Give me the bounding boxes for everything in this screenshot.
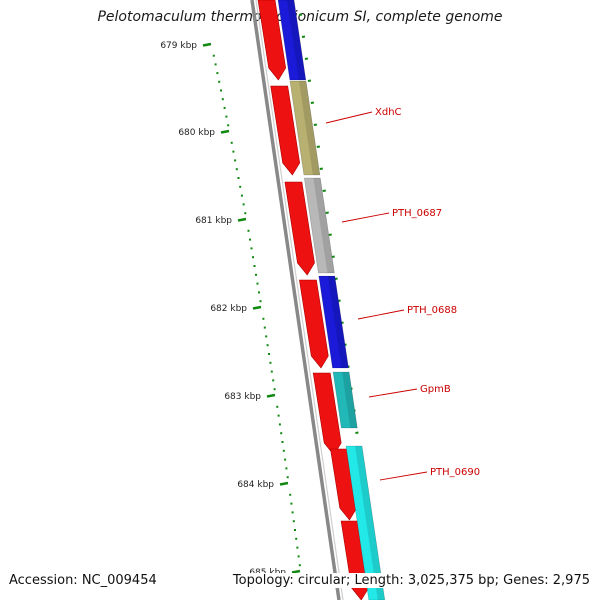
gene-shade (342, 372, 358, 428)
outer-ring-tick (325, 211, 329, 214)
cds-arrow[interactable] (299, 279, 329, 369)
gene-block[interactable] (332, 371, 358, 429)
scale-tick-label: 679 kbp (160, 41, 197, 51)
genome-info-text: Topology: circular; Length: 3,025,375 bp… (230, 573, 592, 588)
scale-tick-label: 681 kbp (195, 216, 232, 226)
scale-major-tick (237, 217, 247, 222)
scale-major-tick (279, 481, 289, 486)
genome-title: Pelotomaculum thermopropionicum SI, comp… (97, 9, 503, 25)
backbone-inner-line (255, 0, 344, 600)
scale-major-tick (220, 129, 230, 134)
gene-shade (313, 178, 335, 273)
outer-ring-tick (304, 57, 309, 60)
gene-label-leader (357, 309, 405, 320)
outer-ring-tick (328, 233, 332, 236)
backbone-line (250, 0, 341, 600)
gene-label-leader (368, 388, 418, 398)
gene-label[interactable]: PTH_0688 (407, 305, 457, 316)
gene-shade (287, 0, 306, 80)
scale-major-tick (202, 42, 212, 47)
cds-arrow[interactable] (284, 181, 315, 276)
cds-arrow[interactable] (270, 85, 301, 176)
gene-label[interactable]: PTH_0690 (430, 467, 480, 478)
scale-major-tick (252, 305, 262, 310)
gene-block[interactable] (289, 80, 321, 176)
gene-block[interactable] (303, 177, 335, 274)
gene-label[interactable]: XdhC (375, 107, 402, 118)
outer-ring-tick (319, 167, 323, 170)
outer-ring-tick (298, 13, 303, 16)
scale-major-tick (266, 393, 276, 398)
outer-ring-tick (322, 189, 326, 192)
gene-label-leader (325, 111, 373, 124)
gene-block[interactable] (345, 445, 386, 600)
gene-label[interactable]: PTH_0687 (392, 208, 442, 219)
cds-arrow[interactable] (257, 0, 287, 81)
gene-shade (355, 446, 385, 600)
scale-major-tick (291, 569, 301, 574)
gene-label-leader (341, 212, 390, 223)
outer-ring-tick (310, 101, 315, 104)
outer-ring-tick (313, 123, 318, 126)
outer-ring-tick (355, 431, 359, 434)
gene-block[interactable] (277, 0, 307, 81)
gene-shade (299, 81, 320, 175)
gene-label-leader (379, 471, 428, 481)
outer-ring-tick (307, 79, 312, 82)
gene-block[interactable] (318, 275, 349, 369)
scale-tick-label: 680 kbp (178, 128, 215, 138)
scale-tick-label: 684 kbp (237, 480, 274, 490)
gene-shade (327, 276, 349, 368)
scale-tick-label: 683 kbp (224, 392, 261, 402)
scale-tick-label: 682 kbp (210, 304, 247, 314)
accession-text: Accession: NC_009454 (7, 573, 159, 588)
gene-label[interactable]: GpmB (420, 384, 451, 395)
outer-ring-tick (316, 145, 320, 148)
outer-ring-tick (301, 35, 306, 38)
outer-ring-tick (331, 255, 335, 258)
